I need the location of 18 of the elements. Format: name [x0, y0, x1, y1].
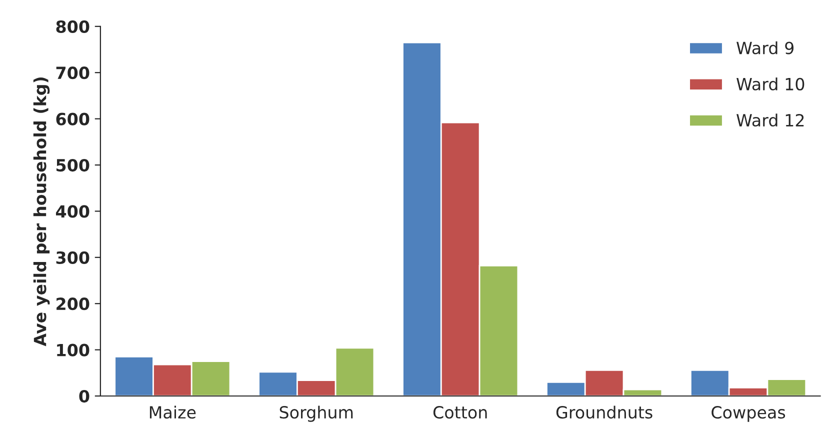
y-tick-label: 600	[56, 112, 90, 126]
y-axis-title: Ave yeild per household (kg)	[33, 78, 50, 346]
x-tick-label: Cowpeas	[712, 406, 786, 422]
y-tick-label: 0	[79, 390, 90, 403]
y-tick-label: 200	[56, 298, 90, 310]
x-tick-label: Sorghum	[280, 406, 353, 422]
y-tick-label: 100	[57, 344, 90, 356]
x-tick-label: Groundnuts	[556, 406, 652, 419]
legend-label: Ward 10	[736, 78, 804, 90]
legend-label: Ward 9	[736, 41, 794, 54]
y-tick-label: 700	[56, 66, 90, 80]
legend-label: Ward 12	[736, 114, 804, 127]
y-tick-label: 400	[56, 205, 90, 218]
y-tick-label: 800	[56, 20, 90, 33]
y-tick-label: 500	[56, 158, 90, 172]
x-tick-label: Cotton	[433, 406, 487, 419]
y-tick-label: 300	[56, 251, 90, 264]
x-tick-label: Maize	[150, 406, 196, 419]
